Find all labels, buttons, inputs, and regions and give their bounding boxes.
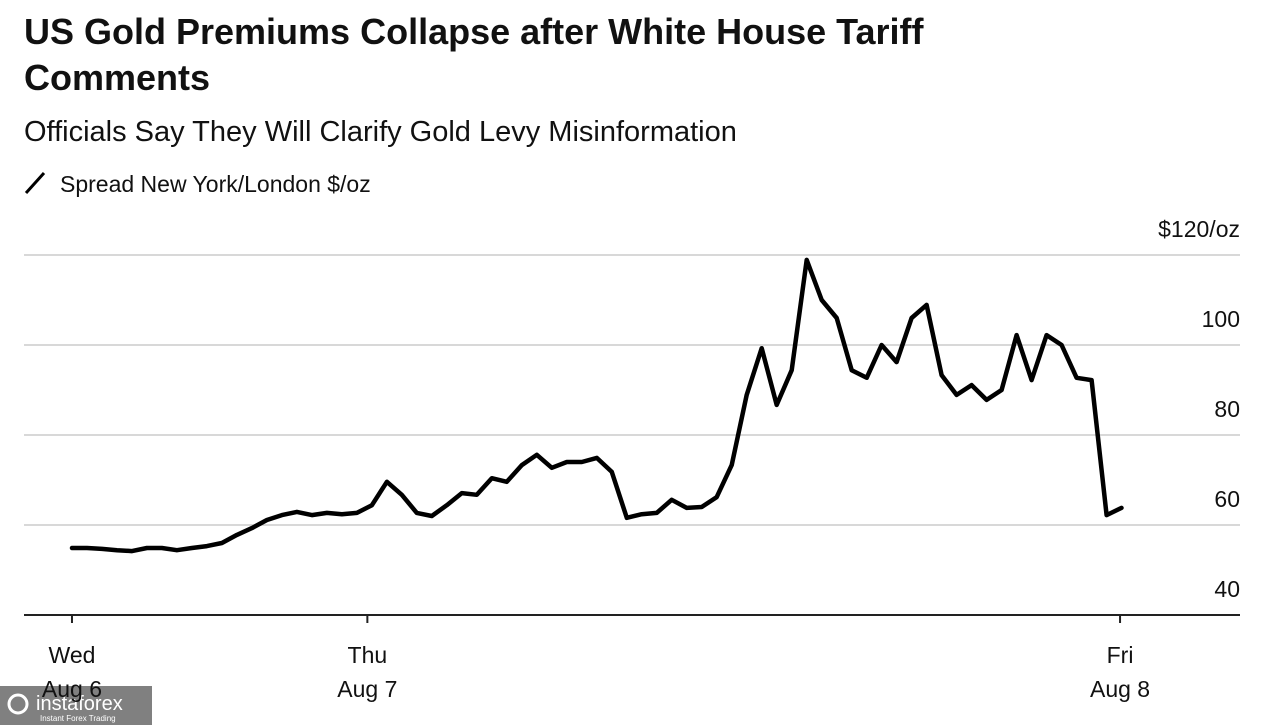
x-tick-label-line: Fri (1107, 642, 1134, 668)
legend-label: Spread New York/London $/oz (60, 171, 371, 197)
y-tick-label: $120/oz (1158, 216, 1240, 242)
watermark-bg (0, 686, 152, 725)
x-tick-label-line: Wed (49, 642, 96, 668)
x-tick-label: Fri Aug 8 (1090, 642, 1150, 702)
x-tick-label: Wed Aug 6 (42, 642, 102, 702)
chart-title: US Gold Premiums Collapse after White Ho… (24, 11, 934, 98)
chart-subtitle: Officials Say They Will Clarify Gold Lev… (24, 116, 737, 148)
x-tick-label-line: Thu (348, 642, 388, 668)
x-tick-label: Thu Aug 7 (337, 642, 397, 702)
x-tick-label-line: Aug 6 (42, 676, 102, 702)
y-tick-label: 100 (1202, 306, 1240, 332)
watermark: instaforex Instant Forex Trading (0, 686, 152, 725)
x-tick-label-line: Aug 7 (337, 676, 397, 702)
watermark-icon (7, 693, 29, 715)
watermark-tagline: Instant Forex Trading (40, 714, 116, 723)
y-tick-label: 60 (1214, 486, 1240, 512)
x-tick-label-line: Aug 8 (1090, 676, 1150, 702)
y-tick-label: 80 (1214, 396, 1240, 422)
series-line (69, 257, 1124, 554)
y-tick-label: 40 (1214, 576, 1240, 602)
legend-swatch (24, 171, 46, 195)
watermark-name: instaforex (36, 693, 123, 715)
